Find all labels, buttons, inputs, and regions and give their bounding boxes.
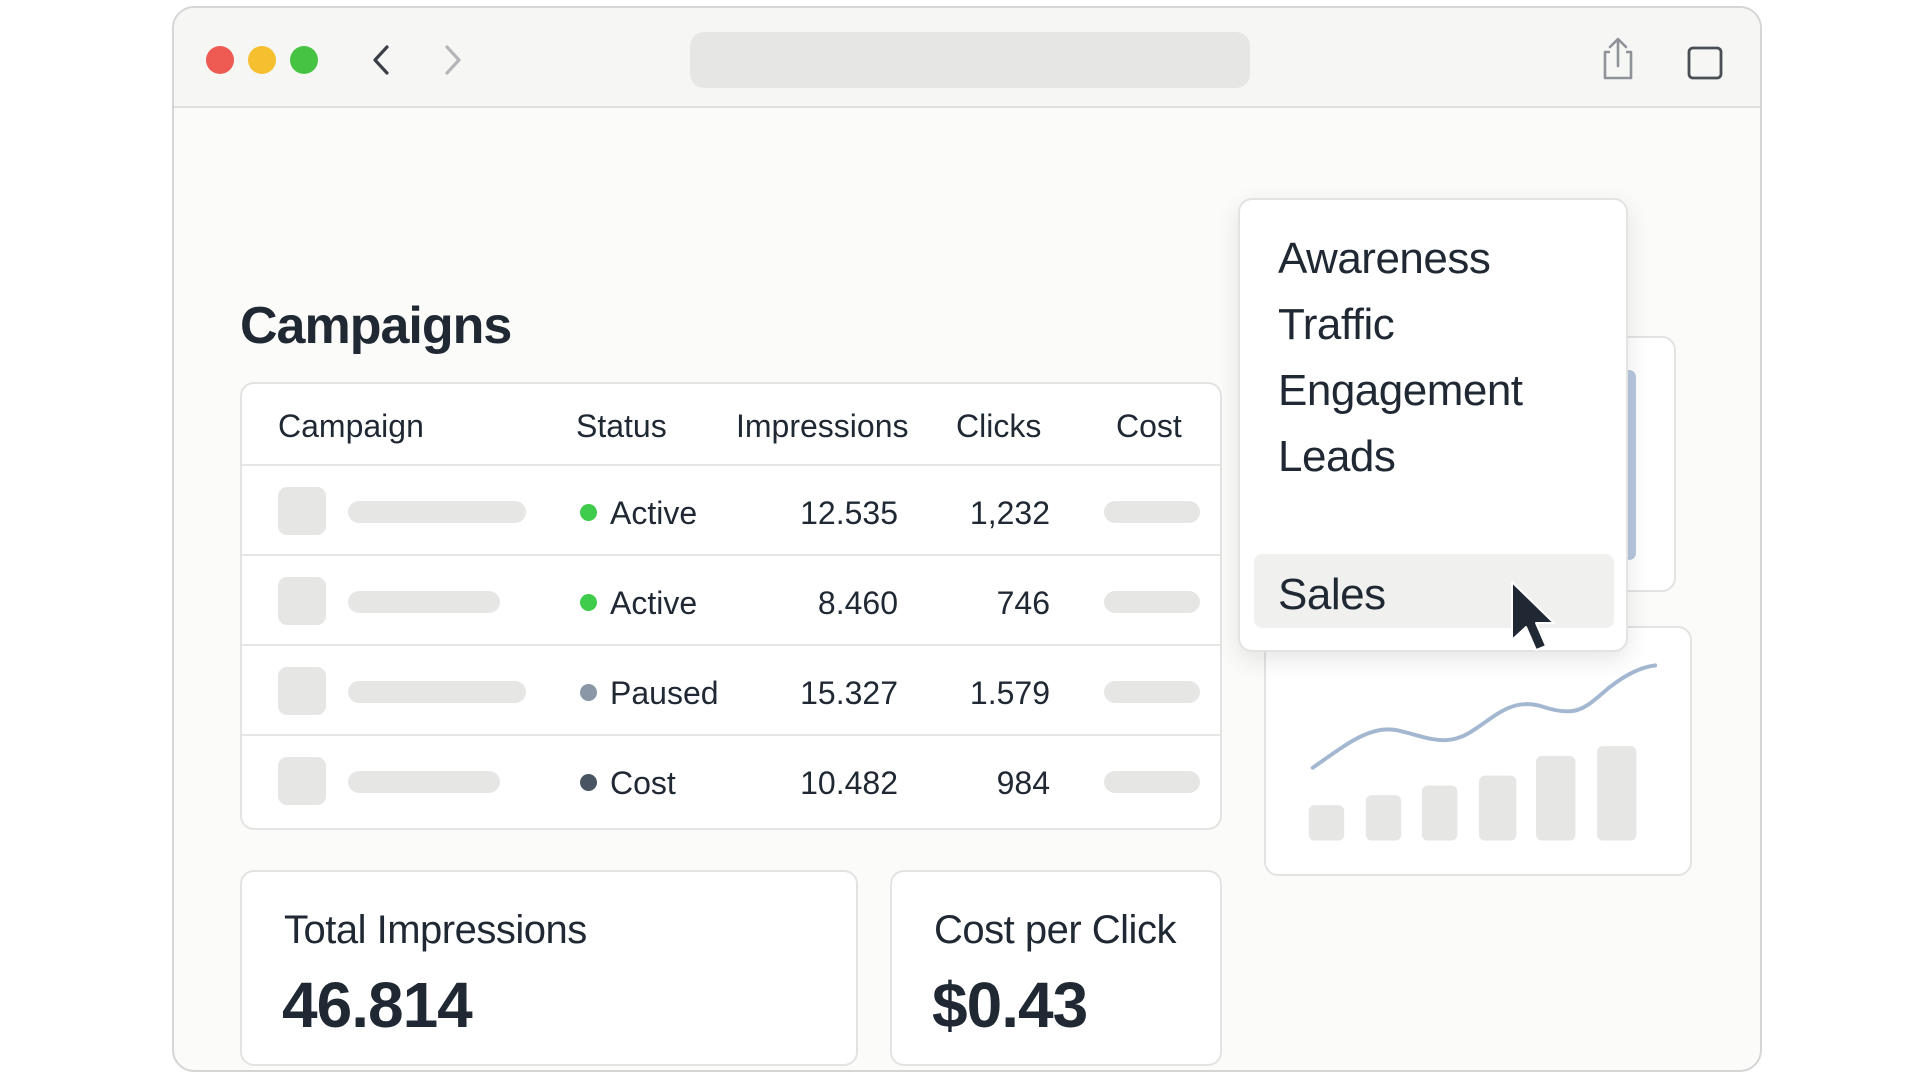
mini-chart-card [1264, 626, 1692, 876]
column-header-cost[interactable]: Cost [1116, 408, 1182, 444]
page-title: Campaigns [240, 297, 512, 355]
cost-placeholder [1104, 501, 1200, 523]
table-row[interactable]: Active 8.460 746 [242, 556, 1220, 646]
menu-item-label: Leads [1278, 432, 1396, 481]
cost-per-click-value: $0.43 [932, 969, 1088, 1041]
menu-item-sales[interactable]: Sales [1254, 554, 1614, 628]
cost-per-click-card: Cost per Click $0.43 [890, 870, 1222, 1066]
table-row[interactable]: Cost 10.482 984 [242, 736, 1220, 826]
chart-bar [1478, 775, 1517, 841]
campaign-name-placeholder [348, 591, 500, 613]
chart-bar [1597, 746, 1637, 841]
impressions-value: 8.460 [817, 585, 898, 621]
menu-item-label: Traffic [1278, 300, 1395, 349]
status-dot [580, 594, 597, 611]
address-bar[interactable] [690, 32, 1250, 88]
close-window-button[interactable] [206, 46, 234, 74]
column-header-campaign[interactable]: Campaign [278, 408, 424, 444]
cost-per-click-label: Cost per Click [934, 908, 1176, 952]
impressions-value: 15.327 [800, 675, 898, 711]
menu-item-leads[interactable]: Leads [1254, 416, 1614, 490]
campaign-thumbnail [278, 757, 326, 805]
clicks-value: 1,232 [969, 495, 1050, 531]
minimize-window-button[interactable] [248, 46, 276, 74]
objective-dropdown-menu: Awareness Traffic Engagement Leads Sales [1238, 198, 1628, 652]
chart-bar [1536, 755, 1576, 841]
cost-placeholder [1104, 591, 1200, 613]
menu-item-label: Awareness [1278, 234, 1491, 283]
status-dot [580, 774, 597, 791]
campaign-thumbnail [278, 487, 326, 535]
zoom-window-button[interactable] [290, 46, 318, 74]
campaign-thumbnail [278, 667, 326, 715]
impressions-value: 10.482 [800, 765, 898, 801]
tabs-icon[interactable] [1684, 40, 1728, 86]
cost-placeholder [1104, 681, 1200, 703]
status-label: Paused [610, 675, 719, 711]
browser-window: Campaigns Campaign Status Impressions Cl… [172, 6, 1762, 1072]
title-bar [174, 8, 1760, 108]
clicks-value: 984 [996, 765, 1050, 801]
chart-bar [1365, 795, 1402, 841]
campaign-name-placeholder [348, 681, 526, 703]
table-row[interactable]: Paused 15.327 1.579 [242, 646, 1220, 736]
campaign-thumbnail [278, 577, 326, 625]
impressions-value: 12.535 [800, 495, 898, 531]
total-impressions-value: 46.814 [282, 969, 473, 1041]
status-label: Cost [610, 765, 676, 801]
campaigns-table: Campaign Status Impressions Clicks Cost … [240, 382, 1222, 830]
chevron-left-icon[interactable] [364, 42, 400, 78]
column-header-impressions[interactable]: Impressions [736, 408, 909, 444]
column-header-status[interactable]: Status [576, 408, 667, 444]
campaign-name-placeholder [348, 771, 500, 793]
cost-placeholder [1104, 771, 1200, 793]
status-label: Active [610, 495, 698, 531]
status-dot [580, 684, 597, 701]
clicks-value: 746 [996, 585, 1050, 621]
total-impressions-card: Total Impressions 46.814 [240, 870, 858, 1066]
menu-item-label: Sales [1278, 570, 1386, 619]
status-label: Active [610, 585, 698, 621]
share-icon[interactable] [1596, 36, 1640, 82]
chart-bar [1421, 785, 1458, 841]
clicks-value: 1.579 [969, 675, 1050, 711]
table-row[interactable]: Active 12.535 1,232 [242, 466, 1220, 556]
status-dot [580, 504, 597, 521]
mouse-pointer-icon [1511, 581, 1555, 651]
menu-item-label: Engagement [1278, 366, 1523, 415]
total-impressions-label: Total Impressions [284, 908, 587, 952]
campaign-name-placeholder [348, 501, 526, 523]
column-header-clicks[interactable]: Clicks [956, 408, 1042, 444]
chevron-right-icon[interactable] [434, 42, 470, 78]
menu-item-awareness[interactable]: Awareness [1254, 218, 1614, 292]
menu-item-traffic[interactable]: Traffic [1254, 284, 1614, 358]
chart-bar [1308, 805, 1345, 841]
table-header: Campaign Status Impressions Clicks Cost [242, 384, 1220, 466]
mini-chart [1308, 663, 1658, 841]
chart-trend-line [1310, 663, 1658, 770]
menu-item-engagement[interactable]: Engagement [1254, 350, 1614, 424]
page-content: Campaigns Campaign Status Impressions Cl… [174, 110, 1760, 1070]
